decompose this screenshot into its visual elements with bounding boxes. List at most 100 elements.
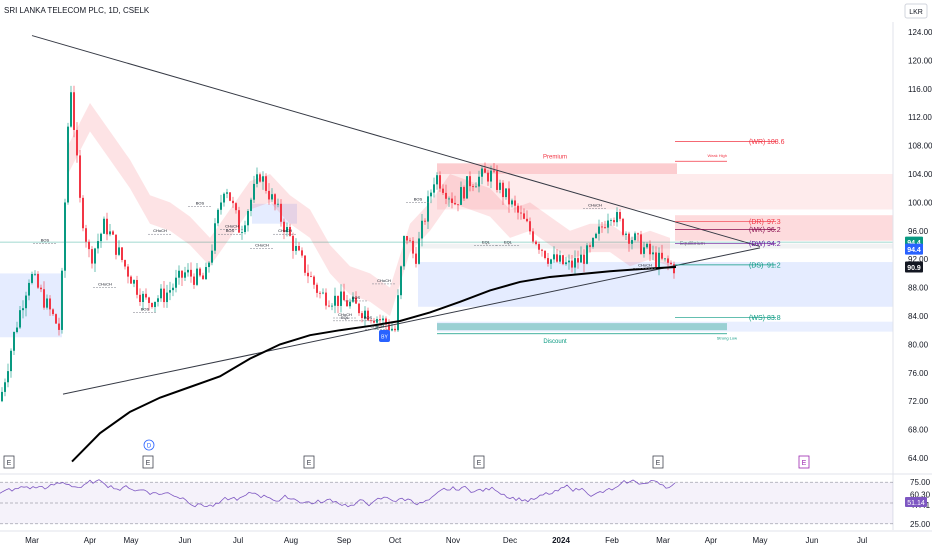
- candle-body: [505, 188, 507, 198]
- candle-body: [433, 184, 435, 193]
- earnings-marker-4[interactable]: [652, 455, 664, 469]
- candle-body: [208, 262, 210, 268]
- price-badge-label-2: 90.9: [907, 265, 921, 272]
- candle-body: [652, 252, 654, 255]
- level-tag-5: (WS): [749, 315, 765, 322]
- earnings-marker-5[interactable]: [798, 455, 810, 469]
- candle-body: [379, 319, 381, 321]
- candle-body: [133, 279, 135, 284]
- candle-body: [502, 182, 504, 198]
- candle-body: [187, 269, 189, 273]
- price-tick-9: 88.00: [908, 284, 929, 293]
- candle-body: [358, 303, 360, 314]
- price-tick-6: 100.00: [908, 198, 932, 207]
- candle-body: [139, 294, 141, 302]
- candle-body: [658, 252, 660, 268]
- candle-body: [478, 176, 480, 187]
- candle-body: [238, 210, 240, 233]
- dividend-marker[interactable]: [143, 439, 155, 451]
- candle-body: [538, 244, 540, 250]
- candle-body: [169, 290, 171, 293]
- structure-label-5: CHoCH: [255, 242, 269, 247]
- candle-body: [274, 194, 276, 205]
- candle-body: [94, 248, 96, 264]
- time-tick-13: Apr: [705, 536, 718, 545]
- candle-body: [226, 192, 228, 194]
- candle-body: [142, 293, 144, 302]
- level-value-0: 108.6: [767, 139, 785, 146]
- earnings-label-3: E: [477, 460, 482, 467]
- candle-body: [559, 255, 561, 262]
- equilibrium-label: Equilibrium: [680, 241, 705, 247]
- earnings-marker-3[interactable]: [473, 455, 485, 469]
- candle-body: [457, 204, 459, 206]
- discount-label: Discount: [543, 339, 567, 345]
- candle-body: [109, 231, 111, 235]
- candle-body: [532, 231, 534, 242]
- candle-body: [40, 287, 42, 290]
- candle-body: [28, 282, 30, 296]
- discount-zone: [437, 323, 727, 331]
- candle-body: [562, 255, 564, 265]
- candle-body: [331, 305, 333, 307]
- candle-body: [508, 188, 510, 205]
- candle-body: [634, 233, 636, 241]
- candle-body: [244, 225, 246, 233]
- candle-body: [115, 234, 117, 255]
- level-tag-4: (DS): [749, 262, 763, 269]
- candle-body: [229, 192, 231, 201]
- rsi-badge: [905, 497, 927, 508]
- candle-body: [58, 323, 60, 330]
- ascending-trendline: [62, 247, 761, 395]
- premium-label: Premium: [543, 154, 567, 160]
- earnings-marker-1[interactable]: [142, 455, 154, 469]
- candle-body: [25, 295, 27, 309]
- candle-body: [148, 297, 150, 303]
- earnings-label-0: E: [7, 460, 12, 467]
- candle-body: [52, 309, 54, 315]
- time-tick-6: Sep: [337, 536, 352, 545]
- price-tick-8: 92.00: [908, 255, 929, 264]
- time-tick-5: Aug: [284, 536, 298, 545]
- candle-body: [223, 193, 225, 203]
- candle-body: [529, 221, 531, 232]
- earnings-marker-2[interactable]: [303, 455, 315, 469]
- candle-body: [1, 391, 3, 402]
- weak-high-label: Weak High: [708, 153, 728, 158]
- candle-body: [13, 332, 15, 351]
- price-tick-2: 116.00: [908, 85, 932, 94]
- structure-label-6: BOS: [226, 228, 235, 233]
- candle-body: [67, 126, 69, 203]
- level-tag-2: (WK): [749, 227, 765, 234]
- candle-body: [166, 292, 168, 303]
- demand-box-mid: [252, 203, 297, 224]
- candle-body: [268, 190, 270, 200]
- candle-body: [10, 350, 12, 372]
- candle-body: [553, 254, 555, 260]
- candle-body: [607, 220, 609, 228]
- candle-body: [265, 176, 267, 191]
- candle-body: [673, 264, 675, 274]
- level-tag-3: (DW): [749, 241, 765, 248]
- candle-body: [313, 276, 315, 285]
- earnings-marker-0[interactable]: [3, 455, 15, 469]
- price-tick-1: 120.00: [908, 56, 932, 65]
- structure-label-17: EQL: [341, 315, 350, 320]
- rsi-tick-0: 75.00: [910, 478, 931, 487]
- candle-body: [625, 233, 627, 235]
- candle-body: [523, 213, 525, 219]
- currency-box[interactable]: [904, 3, 928, 19]
- candle-body: [217, 209, 219, 224]
- candle-body: [82, 197, 84, 229]
- candle-body: [586, 245, 588, 264]
- buy-marker[interactable]: [379, 330, 390, 342]
- candle-body: [121, 247, 123, 261]
- candle-body: [157, 298, 159, 302]
- candle-body: [568, 260, 570, 263]
- candle-body: [4, 382, 6, 392]
- structure-label-10: BOS: [352, 295, 361, 300]
- structure-label-7: CHoCH: [278, 228, 292, 233]
- candle-body: [184, 272, 186, 278]
- candle-body: [316, 284, 318, 293]
